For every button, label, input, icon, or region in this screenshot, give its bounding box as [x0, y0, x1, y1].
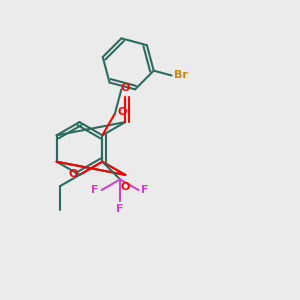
Text: O: O [121, 83, 130, 93]
Text: O: O [117, 107, 127, 117]
Text: F: F [91, 185, 99, 195]
Text: F: F [141, 185, 149, 195]
Text: O: O [121, 182, 130, 191]
Text: O: O [68, 169, 78, 178]
Text: F: F [116, 205, 124, 214]
Text: Br: Br [174, 70, 188, 80]
